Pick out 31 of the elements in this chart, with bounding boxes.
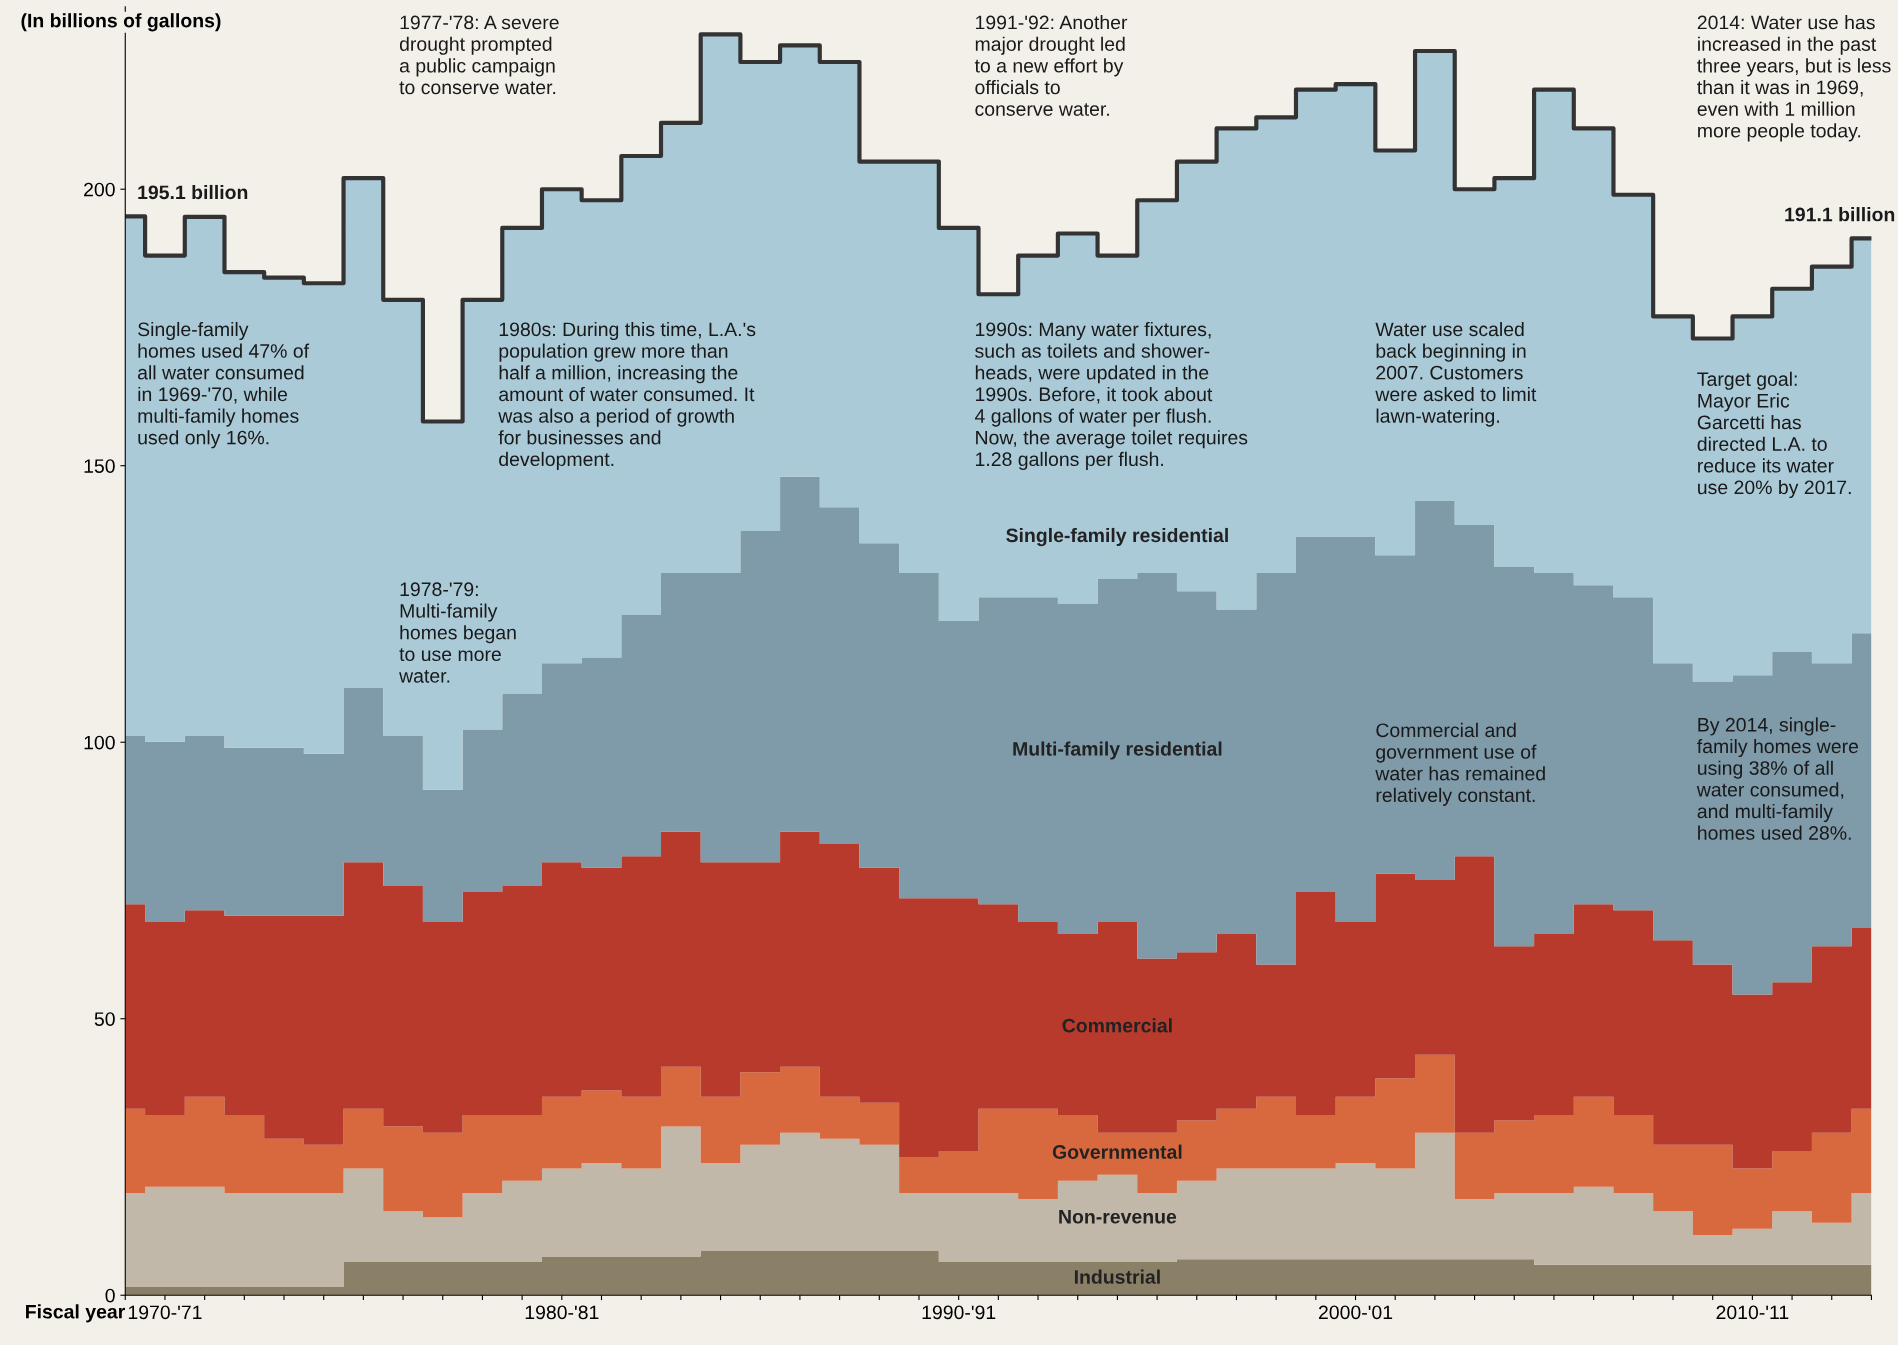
- series-label: Multi-family residential: [1013, 741, 1222, 760]
- annotation: 1991-'92: Another major drought led to a new effort by officials to conserve water.: [974, 15, 1128, 116]
- annotation: 1977-'78: A severe drought prompted a public campaign to conserve water.: [399, 15, 559, 95]
- x-tick-label: 1980-'81: [525, 1305, 599, 1320]
- annotation: 1980s: During this time, L.A.'s population grew more than half a million, increasing the amount of water consumed. It was also a period of growth for businesses and development.: [498, 321, 756, 470]
- y-tick-label: 50: [94, 1012, 115, 1026]
- series-label: Non-revenue: [1059, 1210, 1177, 1224]
- y-tick-label: 100: [84, 735, 115, 750]
- y-axis-title: (In billions of gallons): [21, 13, 221, 32]
- x-tick-label: 1990-'91: [922, 1305, 996, 1320]
- x-tick-label: 1970-'71: [128, 1305, 202, 1320]
- annotation: Target goal: Mayor Eric Garcetti has directed L.A. to reduce its water use 20% by 2017.: [1697, 371, 1851, 499]
- y-tick-label: 200: [84, 182, 115, 197]
- annotation: Single-family homes used 47% of all water consumed in 1969-'70, while multi-family homes used only 16%.: [138, 321, 310, 449]
- annotation: 2014: Water use has increased in the past three years, but is less than it was in 1969, even with 1 million more people today.: [1697, 15, 1891, 142]
- annotation: 1990s: Many water fixtures, such as toilets and shower- heads, were updated in the 1990s. Before, it took about 4 gallons of water per flush. Now, the average toilet requires 1.28 gallons per flush.: [974, 321, 1248, 470]
- y-tick-label: 0: [105, 1288, 115, 1303]
- series-label: Single-family residential: [1006, 527, 1228, 547]
- x-tick-label: 2000-'01: [1318, 1305, 1393, 1320]
- x-axis-title: Fiscal year: [26, 1304, 125, 1323]
- annotation: Water use scaled back beginning in 2007. Customers were asked to limit lawn-watering.: [1375, 321, 1537, 427]
- annotation: 191.1 billion: [1785, 207, 1895, 222]
- x-tick-label: 2010-'11: [1716, 1305, 1789, 1320]
- annotation: 195.1 billion: [138, 184, 248, 200]
- y-tick-label: 150: [84, 459, 115, 473]
- annotation: By 2014, single- family homes were using 38% of all water consumed, and multi-family homes used 28%.: [1696, 717, 1859, 840]
- series-label: Governmental: [1052, 1144, 1182, 1159]
- series-label: Commercial: [1062, 1018, 1172, 1033]
- annotation: Commercial and government use of water has remained relatively constant.: [1375, 722, 1545, 806]
- series-label: Industrial: [1074, 1269, 1160, 1284]
- annotation: 1978-'79: Multi-family homes began to use more water.: [399, 582, 516, 683]
